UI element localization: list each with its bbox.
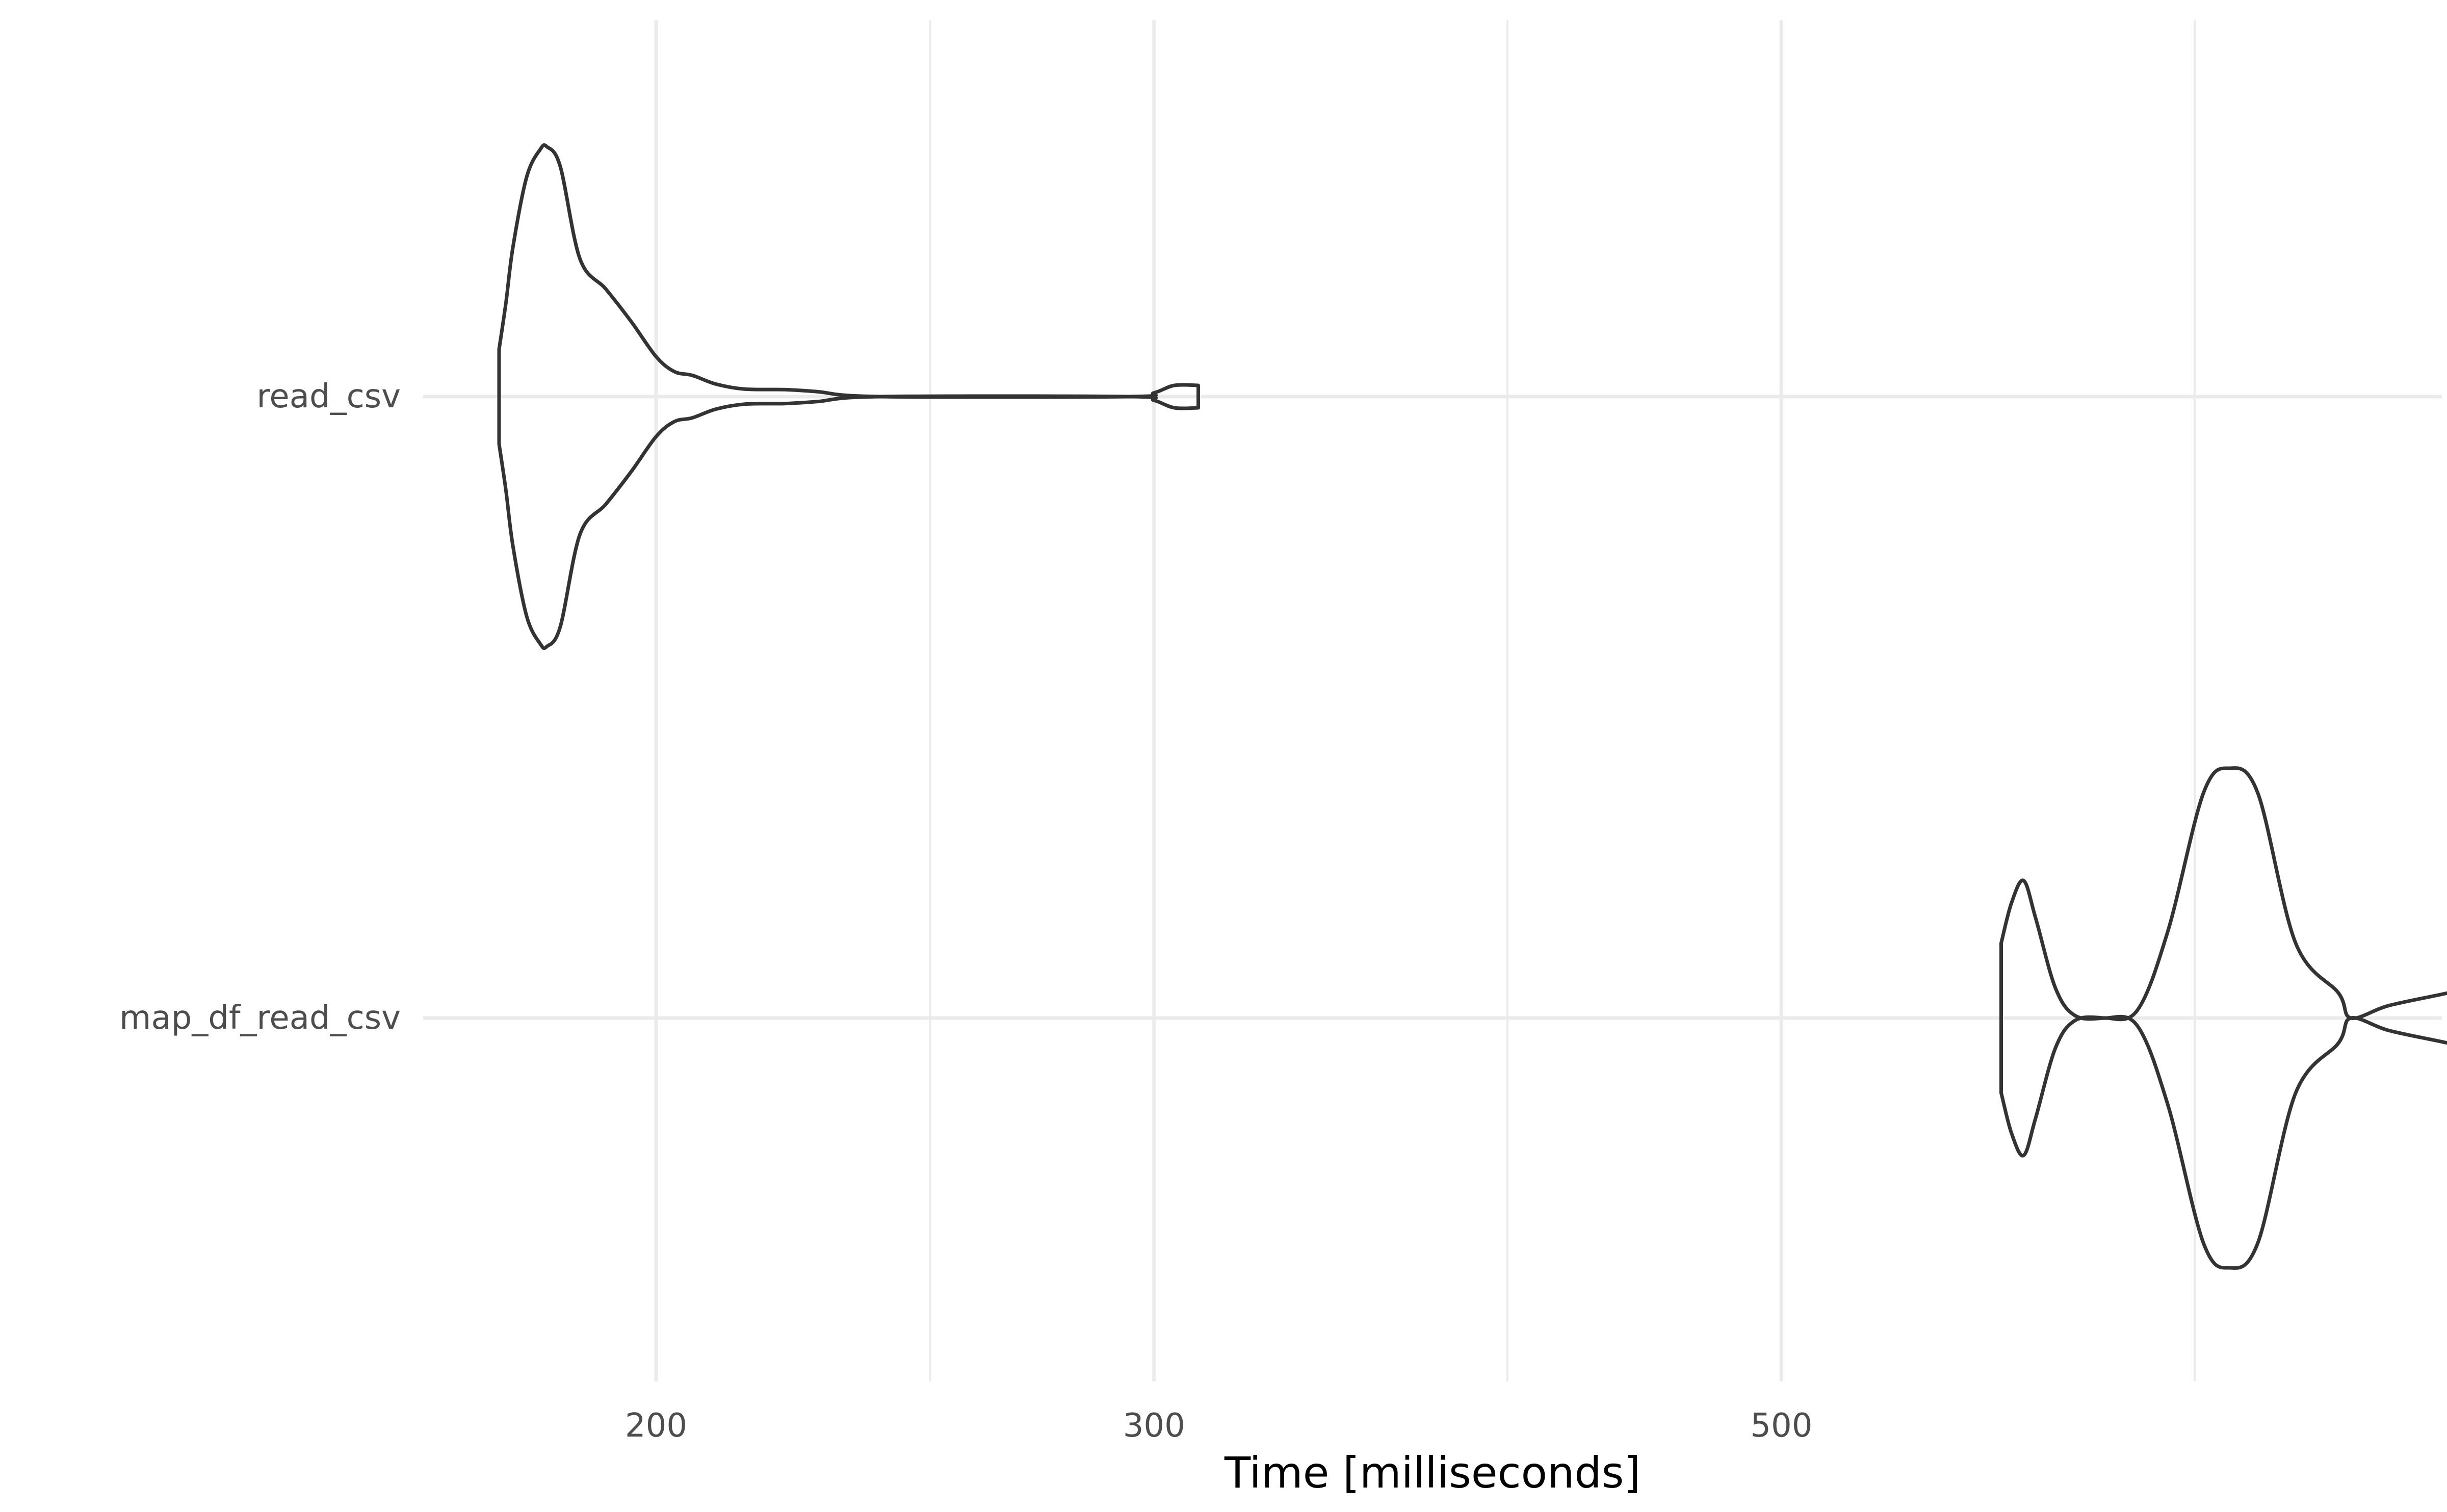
x-tick-label-300: 300	[1123, 1407, 1185, 1445]
y-axis-labels: read_csv map_df_read_csv	[119, 378, 401, 1037]
violins	[497, 143, 2447, 1270]
y-tick-label-map-df-read-csv: map_df_read_csv	[119, 999, 401, 1037]
y-tick-label-read-csv: read_csv	[256, 378, 401, 415]
x-tick-label-500: 500	[1750, 1407, 1812, 1445]
x-axis-title: Time [milliseconds]	[1224, 1448, 1641, 1498]
violin-read-csv	[497, 143, 1200, 650]
violin-map-df-read-csv	[1999, 766, 2447, 1270]
x-axis-labels: 200 300 500	[625, 1407, 1813, 1445]
x-tick-label-200: 200	[625, 1407, 687, 1445]
minor-grid-lines	[929, 20, 2196, 1381]
